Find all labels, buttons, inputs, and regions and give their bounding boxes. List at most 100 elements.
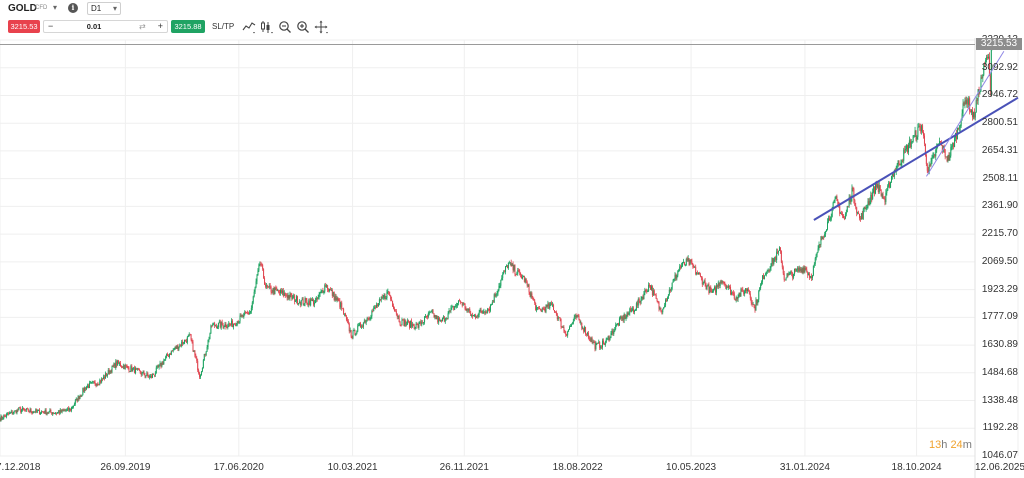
candle-body	[402, 319, 404, 321]
candle-body	[396, 313, 398, 317]
candle-body	[161, 362, 163, 367]
candle-body	[814, 258, 816, 264]
candle-body	[954, 137, 956, 147]
candle-body	[267, 287, 269, 288]
candle-body	[485, 312, 487, 313]
line-chart-type-icon[interactable]	[242, 20, 256, 34]
zoom-out-icon[interactable]	[278, 20, 292, 34]
candle-body	[912, 135, 914, 142]
candle-body	[192, 341, 194, 352]
candle-body	[526, 282, 528, 286]
chart-canvas[interactable]	[0, 38, 1024, 478]
price-tick-label: 2946.72	[981, 89, 1018, 101]
candle-body	[127, 366, 129, 368]
candle-body	[933, 154, 935, 156]
candle-body	[767, 270, 769, 272]
candle-body	[666, 299, 668, 301]
sell-button[interactable]: 3215.53	[8, 20, 40, 33]
candle-body	[99, 380, 101, 385]
candle-body	[335, 296, 337, 300]
info-icon[interactable]: i	[68, 3, 78, 13]
candle-body	[212, 324, 214, 326]
quantity-input[interactable]: 0.01	[86, 22, 102, 31]
candle-body	[359, 323, 361, 326]
candle-body	[987, 56, 989, 59]
candle-body	[17, 409, 19, 411]
candle-body	[729, 285, 731, 287]
indicators-icon[interactable]	[260, 20, 274, 34]
candle-body	[181, 341, 183, 347]
symbol-name[interactable]: GOLD	[8, 3, 37, 14]
candle-body	[830, 216, 832, 220]
candle-body	[438, 318, 440, 323]
candle-body	[869, 200, 871, 205]
candle-body	[35, 409, 37, 413]
candle-body	[981, 77, 983, 79]
swap-icon[interactable]: ⇄	[139, 22, 146, 31]
candle-body	[716, 285, 718, 287]
candle-body	[143, 371, 145, 376]
candle-body	[191, 339, 193, 342]
candle-body	[599, 342, 601, 348]
candle-body	[304, 298, 306, 304]
candle-body	[611, 330, 613, 334]
candle-body	[345, 316, 347, 320]
candle-body	[245, 311, 247, 313]
buy-button[interactable]: 3215.88	[171, 20, 205, 33]
timeframe-select[interactable]: D1 ▾	[87, 2, 121, 15]
candle-body	[957, 127, 959, 129]
candle-body	[420, 321, 422, 325]
candle-body	[490, 304, 492, 306]
candle-body	[601, 346, 603, 348]
candle-body	[989, 76, 991, 93]
quantity-stepper[interactable]: − 0.01 ⇄ +	[43, 20, 168, 33]
candle-body	[69, 408, 71, 411]
candle-body	[81, 394, 83, 396]
candle-body	[172, 349, 174, 351]
candle-body	[598, 342, 600, 344]
candle-body	[749, 293, 751, 299]
candle-body	[405, 320, 407, 325]
candle-body	[756, 300, 758, 304]
candle-body	[309, 300, 311, 306]
candle-body	[657, 301, 659, 303]
candle-body	[225, 323, 227, 328]
candle-body	[558, 317, 560, 319]
candle-body	[715, 285, 717, 293]
price-tick-label: 2361.90	[981, 200, 1018, 212]
candle-body	[443, 316, 445, 322]
candle-body	[761, 281, 763, 285]
candle-body	[501, 277, 503, 281]
candle-body	[562, 327, 564, 328]
candle-body	[343, 308, 345, 315]
candle-body	[969, 98, 971, 112]
candle-body	[506, 265, 508, 269]
candle-body	[376, 304, 378, 308]
candle-body	[216, 327, 218, 329]
candle-body	[53, 412, 55, 414]
candle-body	[728, 285, 730, 288]
sltp-button[interactable]: SL/TP	[212, 22, 235, 31]
quantity-decrease-button[interactable]: −	[48, 21, 54, 31]
candle-body	[835, 196, 837, 199]
crosshair-move-icon[interactable]	[314, 20, 328, 34]
candle-body	[185, 340, 187, 343]
candle-body	[670, 288, 672, 291]
symbol-dropdown-chevron-icon[interactable]: ▾	[53, 3, 58, 12]
candle-body	[294, 295, 296, 302]
candle-body	[342, 308, 344, 310]
candle-body	[495, 293, 497, 297]
candle-body	[899, 164, 901, 166]
price-chart[interactable]: 3239.133092.922946.722800.512654.312508.…	[0, 34, 1024, 478]
candle-body	[664, 305, 666, 308]
zoom-in-icon[interactable]	[296, 20, 310, 34]
candle-body	[133, 367, 135, 369]
candle-body	[893, 170, 895, 177]
candle-body	[79, 395, 81, 399]
candle-body	[278, 290, 280, 293]
quantity-increase-button[interactable]: +	[157, 21, 163, 31]
candle-body	[433, 313, 435, 318]
candle-body	[778, 250, 780, 253]
countdown-hours-unit: h	[941, 439, 948, 451]
candle-body	[90, 382, 92, 384]
